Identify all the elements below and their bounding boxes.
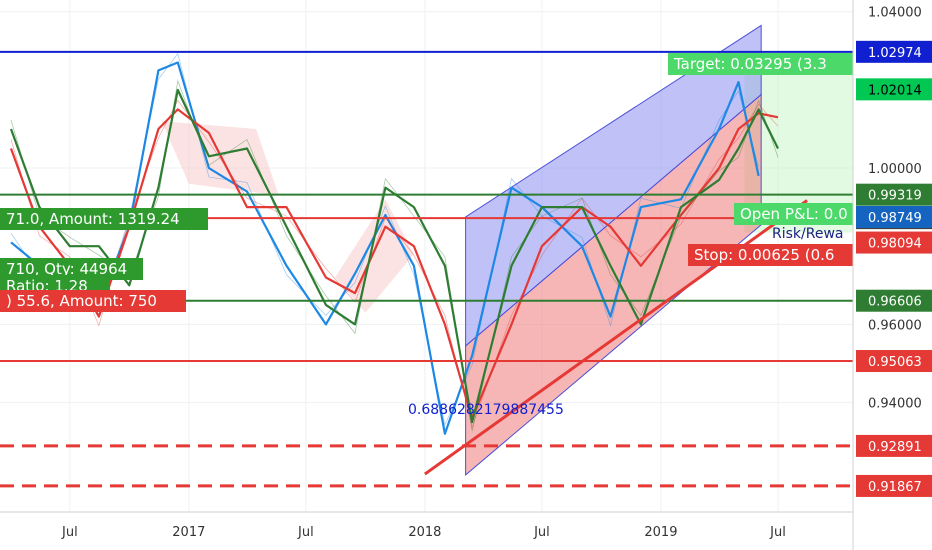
amount-750-label-box: [0, 290, 186, 312]
time-axis[interactable]: Jul 2017 Jul 2018 Jul 2019 Jul: [61, 525, 786, 540]
price-badge-text: 0.98094: [868, 237, 922, 252]
time-tick-label: Jul: [61, 525, 78, 540]
risk-reward-label: Risk/Rewa: [772, 226, 843, 242]
price-badge[interactable]: [856, 474, 932, 497]
open-pnl-label-text: Open P&L: 0.0: [740, 205, 848, 223]
cloud-patch: [334, 199, 414, 313]
price-badge-text: 0.92891: [868, 440, 922, 455]
price-tick-label: 0.96000: [868, 318, 922, 333]
grid-lines: [0, 0, 853, 512]
time-tick-label: Jul: [533, 525, 550, 540]
price-badge-text: 0.98749: [868, 211, 922, 226]
time-tick-label: 2017: [172, 525, 205, 540]
price-badge-text: 1.02014: [868, 83, 922, 98]
time-tick-label: Jul: [769, 525, 786, 540]
amount-label-box: [0, 208, 208, 230]
price-badge[interactable]: [856, 183, 932, 206]
price-badge-text: 1.02974: [868, 46, 922, 61]
price-badge[interactable]: [856, 40, 932, 63]
price-tick-label: 1.00000: [868, 162, 922, 177]
price-badge[interactable]: [856, 434, 932, 457]
time-tick-label: 2018: [408, 525, 441, 540]
price-badge-text: 0.91867: [868, 480, 922, 495]
amount-label-text: 71.0, Amount: 1319.24: [6, 210, 180, 228]
open-pnl-label-box: [734, 203, 853, 225]
price-badge[interactable]: [856, 205, 932, 228]
stop-label-text: Stop: 0.00625 (0.6: [694, 246, 834, 264]
price-badge-text: 0.99319: [868, 189, 922, 204]
price-badge-text: 0.96606: [868, 295, 922, 310]
fib-value-label: 0.6886282179887455: [408, 402, 564, 418]
price-axis[interactable]: 1.04000 1.00000 0.96000 0.94000 1.02974 0.993…: [856, 6, 932, 497]
target-label-text: Target: 0.03295 (3.3: [673, 55, 827, 73]
annotation-labels: Target: 0.03295 (3.3 71.0, Amount: 1319.2…: [0, 53, 853, 418]
time-tick-label: 2019: [644, 525, 677, 540]
qty-label-box: [0, 258, 143, 280]
stop-label-box: [688, 244, 853, 266]
price-badge-text: 0.95063: [868, 355, 922, 370]
cloud-patch: [161, 121, 279, 196]
price-badge[interactable]: [856, 289, 932, 312]
qty-label-text: 710, Qty: 44964: [6, 260, 127, 278]
price-badge[interactable]: [856, 350, 932, 373]
price-tick-label: 1.04000: [868, 6, 922, 21]
price-tick-label: 0.94000: [868, 397, 922, 412]
chart-fills: [161, 24, 853, 476]
amount-750-label-text: ) 55.6, Amount: 750: [6, 292, 157, 310]
time-tick-label: Jul: [297, 525, 314, 540]
price-badge[interactable]: [856, 78, 932, 101]
target-label-box: [668, 53, 853, 75]
horizontal-levels[interactable]: [0, 50, 853, 488]
price-badge[interactable]: [856, 231, 932, 254]
